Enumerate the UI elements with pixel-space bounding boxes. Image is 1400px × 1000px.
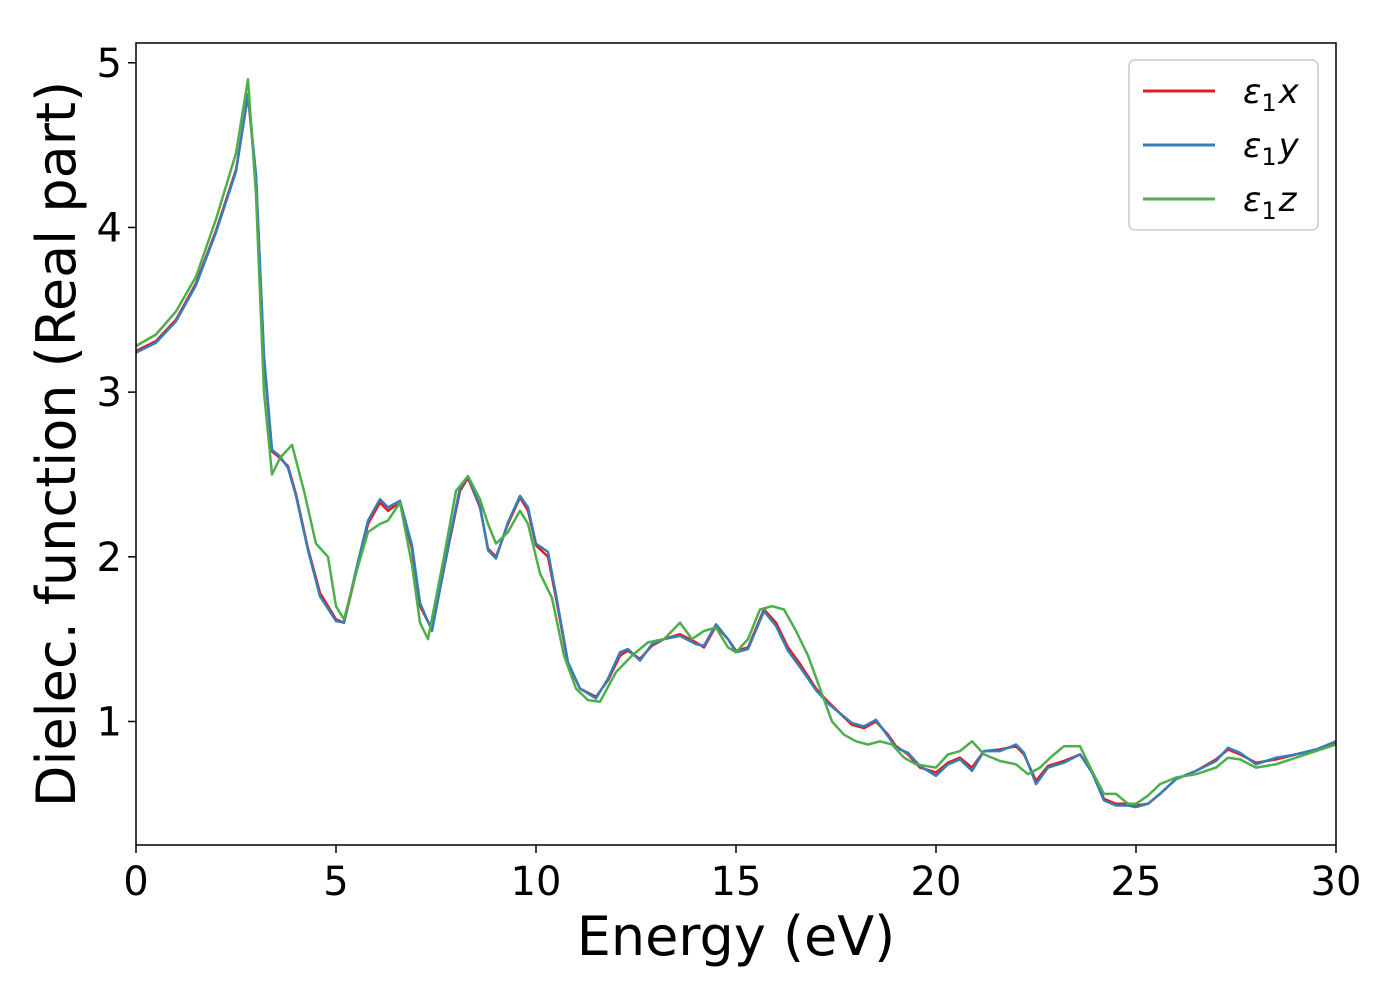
legend-epsilon: ε	[1243, 72, 1261, 112]
y-tick-label: 5	[97, 41, 122, 87]
legend-axis: x	[1278, 72, 1300, 112]
x-tick-label: 0	[123, 859, 148, 905]
legend-axis: y	[1278, 126, 1300, 166]
x-tick-label: 10	[511, 859, 562, 905]
legend-label-x: ε1x	[1243, 72, 1300, 117]
y-tick-label: 2	[97, 535, 122, 581]
legend-axis: z	[1278, 180, 1298, 220]
legend-label-z: ε1z	[1243, 180, 1298, 225]
legend-subscript: 1	[1261, 89, 1276, 117]
x-tick-label: 25	[1111, 859, 1162, 905]
x-tick-label: 20	[911, 859, 962, 905]
y-axis-label: Dielec. function (Real part)	[25, 81, 88, 807]
x-axis-label: Energy (eV)	[577, 905, 896, 968]
x-axis-ticks: 0 5 10 15 20 25 30	[123, 845, 1361, 905]
legend-label-y: ε1y	[1243, 126, 1300, 171]
y-tick-label: 1	[97, 699, 122, 745]
y-tick-label: 3	[97, 370, 122, 416]
x-tick-label: 5	[323, 859, 348, 905]
legend-subscript: 1	[1261, 143, 1276, 171]
y-axis-ticks: 1 2 3 4 5	[97, 41, 136, 745]
legend-epsilon: ε	[1243, 180, 1261, 220]
y-tick-label: 4	[97, 205, 122, 251]
plot-lines	[136, 77, 1336, 809]
x-tick-label: 30	[1311, 859, 1362, 905]
legend-epsilon: ε	[1243, 126, 1261, 166]
legend-subscript: 1	[1261, 197, 1276, 225]
series-line-z	[136, 77, 1336, 806]
legend-box	[1128, 59, 1319, 231]
x-tick-label: 15	[711, 859, 762, 905]
